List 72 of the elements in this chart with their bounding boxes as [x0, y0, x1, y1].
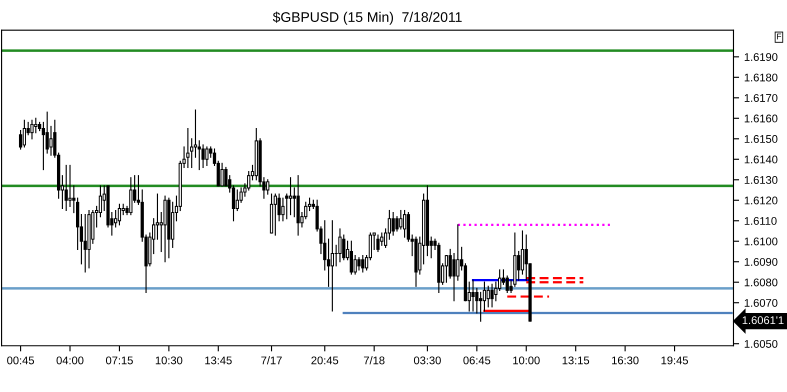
- y-tick-label: 1.6080: [744, 278, 778, 286]
- chart-title: $GBPUSD (15 Min) 7/18/2011: [272, 12, 462, 25]
- candlestick: [64, 164, 68, 212]
- candlestick: [34, 118, 38, 134]
- x-tick-label: 07:15: [106, 356, 133, 364]
- x-tick-label: 03:30: [414, 356, 441, 364]
- candlestick: [376, 234, 380, 252]
- candlestick: [350, 240, 353, 275]
- candlestick: [201, 144, 205, 168]
- x-tick-label: 13:45: [205, 356, 232, 364]
- candlestick: [517, 250, 520, 281]
- y-tick-label: 1.6180: [744, 74, 778, 82]
- y-tick-label: 1.6070: [744, 298, 778, 307]
- candlestick: [479, 292, 482, 322]
- candlestick: [288, 177, 292, 216]
- x-tick-label: 19:45: [661, 356, 688, 364]
- y-tick-label: 1.6140: [744, 156, 778, 164]
- candlestick: [274, 194, 277, 236]
- x-tick-label: 10:00: [513, 356, 540, 364]
- y-tick-label: 1.6190: [744, 53, 778, 61]
- candlestick: [22, 120, 26, 148]
- y-tick-label: 1.6110: [744, 217, 777, 225]
- candlestick: [338, 228, 342, 262]
- candlestick: [98, 185, 102, 218]
- candlestick: [399, 210, 402, 230]
- candlestick: [266, 179, 270, 195]
- candlestick: [452, 252, 456, 302]
- candlestick: [471, 280, 475, 312]
- candlestick: [285, 194, 288, 220]
- y-tick-label: 1.6130: [744, 176, 778, 184]
- candlestick: [186, 128, 190, 168]
- candlestick: [357, 257, 361, 270]
- y-tick-label: 1.6050: [744, 340, 778, 348]
- y-tick-label: 1.6160: [744, 114, 778, 122]
- candlestick: [281, 198, 285, 222]
- y-tick-label: 1.6170: [744, 94, 778, 102]
- text: 1.6061'1: [742, 316, 784, 324]
- candlestick: [402, 210, 406, 238]
- y-tick-label: 1.6150: [744, 135, 778, 143]
- candlestick: [68, 164, 72, 207]
- x-tick-label: 06:45: [463, 356, 490, 364]
- text: F: [777, 34, 782, 40]
- candlestick: [456, 224, 460, 281]
- candlestick: [486, 286, 490, 308]
- candlestick: [220, 162, 224, 186]
- candlestick: [330, 220, 334, 312]
- candlestick: [392, 212, 395, 236]
- y-tick-label: 1.6100: [744, 238, 778, 246]
- x-tick-label: 10:30: [156, 356, 182, 364]
- candlestick: [490, 284, 494, 308]
- x-tick-label: 04:00: [56, 356, 84, 364]
- y-tick-label: 1.6120: [744, 196, 778, 204]
- candlestick: [30, 120, 34, 140]
- candlestick: [84, 214, 87, 273]
- candlestick: [354, 255, 357, 275]
- x-tick-label: 00:45: [7, 356, 34, 364]
- x-tick-label: 7/18: [364, 356, 385, 364]
- candlestick: [156, 194, 160, 240]
- x-tick-label: 16:30: [612, 356, 639, 364]
- x-tick-label: 13:15: [562, 356, 590, 364]
- candlestick: [18, 130, 22, 150]
- candlestick: [129, 177, 132, 216]
- candlestick: [236, 189, 239, 212]
- candlestick: [118, 204, 122, 226]
- candlestick: [361, 255, 364, 273]
- candlestick: [444, 255, 448, 283]
- candlestick: [205, 146, 209, 166]
- x-tick-label: 20:45: [311, 356, 338, 364]
- y-tick-label: 1.6090: [744, 258, 778, 266]
- x-tick-label: 7/17: [261, 356, 282, 364]
- candlestick: [49, 126, 53, 156]
- candlestick: [482, 282, 486, 312]
